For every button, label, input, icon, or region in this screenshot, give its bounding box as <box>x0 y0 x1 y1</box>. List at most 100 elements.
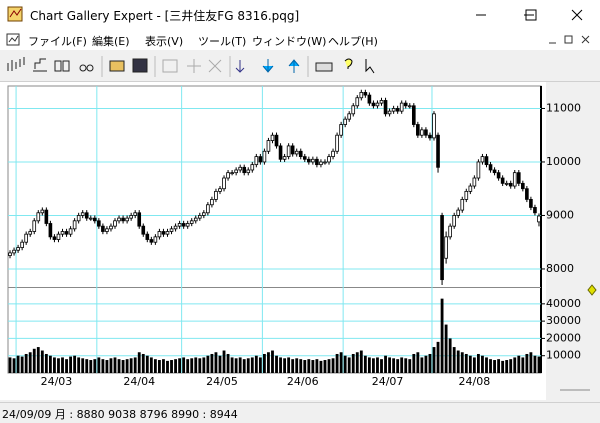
candle-body <box>407 105 412 108</box>
candle-body <box>508 182 513 187</box>
candle-body <box>105 228 109 232</box>
candle-body <box>181 223 186 227</box>
candle-body <box>298 150 303 158</box>
volume-bar <box>262 353 266 373</box>
candle-body <box>206 204 210 214</box>
volume-bar <box>24 353 28 373</box>
volume-bar <box>145 355 149 373</box>
volume-bar <box>202 357 206 373</box>
menu-item[interactable]: 表示(V) <box>145 35 184 48</box>
candle-body <box>133 212 138 216</box>
chart: 8000 9000 10000 11000 10000 20000 30000 40000 24… <box>0 82 597 400</box>
volume-bar <box>408 359 412 373</box>
volume-bar <box>166 360 169 373</box>
mdi-controls[interactable] <box>546 32 596 48</box>
candle-body <box>286 145 291 158</box>
candle-body <box>97 220 101 227</box>
candle-body <box>12 249 16 254</box>
candle-body <box>403 102 408 107</box>
volume-bar <box>48 355 52 373</box>
toolbar-buttons[interactable] <box>0 51 600 81</box>
candle-body <box>420 129 424 136</box>
candle-body <box>210 199 214 206</box>
candle-body <box>395 108 400 112</box>
volume-bar <box>250 357 254 373</box>
volume-bar <box>190 358 194 373</box>
candle-body <box>161 231 166 235</box>
candle-body <box>529 199 533 208</box>
candle-body <box>16 247 20 251</box>
candle-body <box>472 177 477 187</box>
volume-bar <box>372 358 375 373</box>
candle-body <box>359 92 364 99</box>
volume-bar <box>267 352 270 373</box>
volume-bar <box>117 359 121 373</box>
volume-bar <box>93 359 97 373</box>
candle-body <box>371 102 376 107</box>
volume-bar <box>416 352 420 373</box>
candle-body <box>48 223 53 238</box>
candle-body <box>88 217 93 220</box>
menu-item[interactable]: ヘルプ(H) <box>328 35 378 48</box>
volume-bar <box>218 355 222 373</box>
candle-body <box>145 233 150 240</box>
candle-body <box>113 220 117 227</box>
volume-bar <box>376 357 379 373</box>
volume-bar <box>170 360 173 373</box>
candle-body <box>262 150 267 163</box>
candle-body <box>521 182 525 190</box>
candle-body <box>218 188 222 192</box>
volume-bar <box>186 359 190 373</box>
volume-bar <box>109 358 113 373</box>
volume-bar <box>141 353 145 373</box>
volume-bar <box>509 359 513 373</box>
menu-item[interactable]: ファイル(F) <box>28 35 87 48</box>
volume-bar <box>367 357 371 373</box>
volume-bar <box>16 355 20 373</box>
menu-item[interactable]: ツール(T) <box>198 35 247 48</box>
volume-bar <box>335 353 339 373</box>
volume-bar <box>533 355 537 373</box>
candle-body <box>319 161 323 166</box>
volume-bar <box>351 353 355 373</box>
volume-bar <box>137 352 141 373</box>
volume-bar <box>12 358 16 373</box>
volume-bar <box>412 353 416 373</box>
toolbar <box>0 51 600 82</box>
volume-bar <box>178 358 182 373</box>
candle-body <box>504 182 509 185</box>
candle-body <box>76 215 81 222</box>
volume-bar <box>291 359 295 373</box>
volume-bar <box>182 357 186 373</box>
volume-bar <box>339 352 343 373</box>
menu-item[interactable]: 編集(E) <box>92 35 130 48</box>
volume-bar <box>69 356 73 373</box>
candle-body <box>149 239 154 243</box>
y-tick-label: 9000 <box>546 208 574 221</box>
candle-body <box>193 217 198 222</box>
volume-bar <box>73 355 77 373</box>
menu-item[interactable]: ウィンドウ(W) <box>252 35 327 48</box>
volume-bar <box>343 355 347 373</box>
volume-bar <box>404 358 408 373</box>
volume-bar <box>53 357 56 373</box>
volume-bar <box>194 357 198 373</box>
volume-bar <box>501 360 505 373</box>
candle-body <box>516 172 521 184</box>
candle-body <box>24 233 28 243</box>
candle-body <box>500 177 505 184</box>
candle-body <box>331 150 335 158</box>
candle-body <box>177 223 182 227</box>
candle-body <box>432 113 436 139</box>
x-tick-label: 24/07 <box>372 375 404 388</box>
candle-body <box>428 134 432 139</box>
window-controls[interactable] <box>460 0 600 30</box>
candle-body <box>270 134 275 141</box>
candle-body <box>488 164 493 171</box>
volume-bar <box>129 358 133 373</box>
volume-bar <box>468 355 472 373</box>
candle-body <box>64 231 69 235</box>
candle-body <box>20 241 24 248</box>
volume-bar <box>77 357 81 373</box>
volume-bar <box>327 359 331 373</box>
